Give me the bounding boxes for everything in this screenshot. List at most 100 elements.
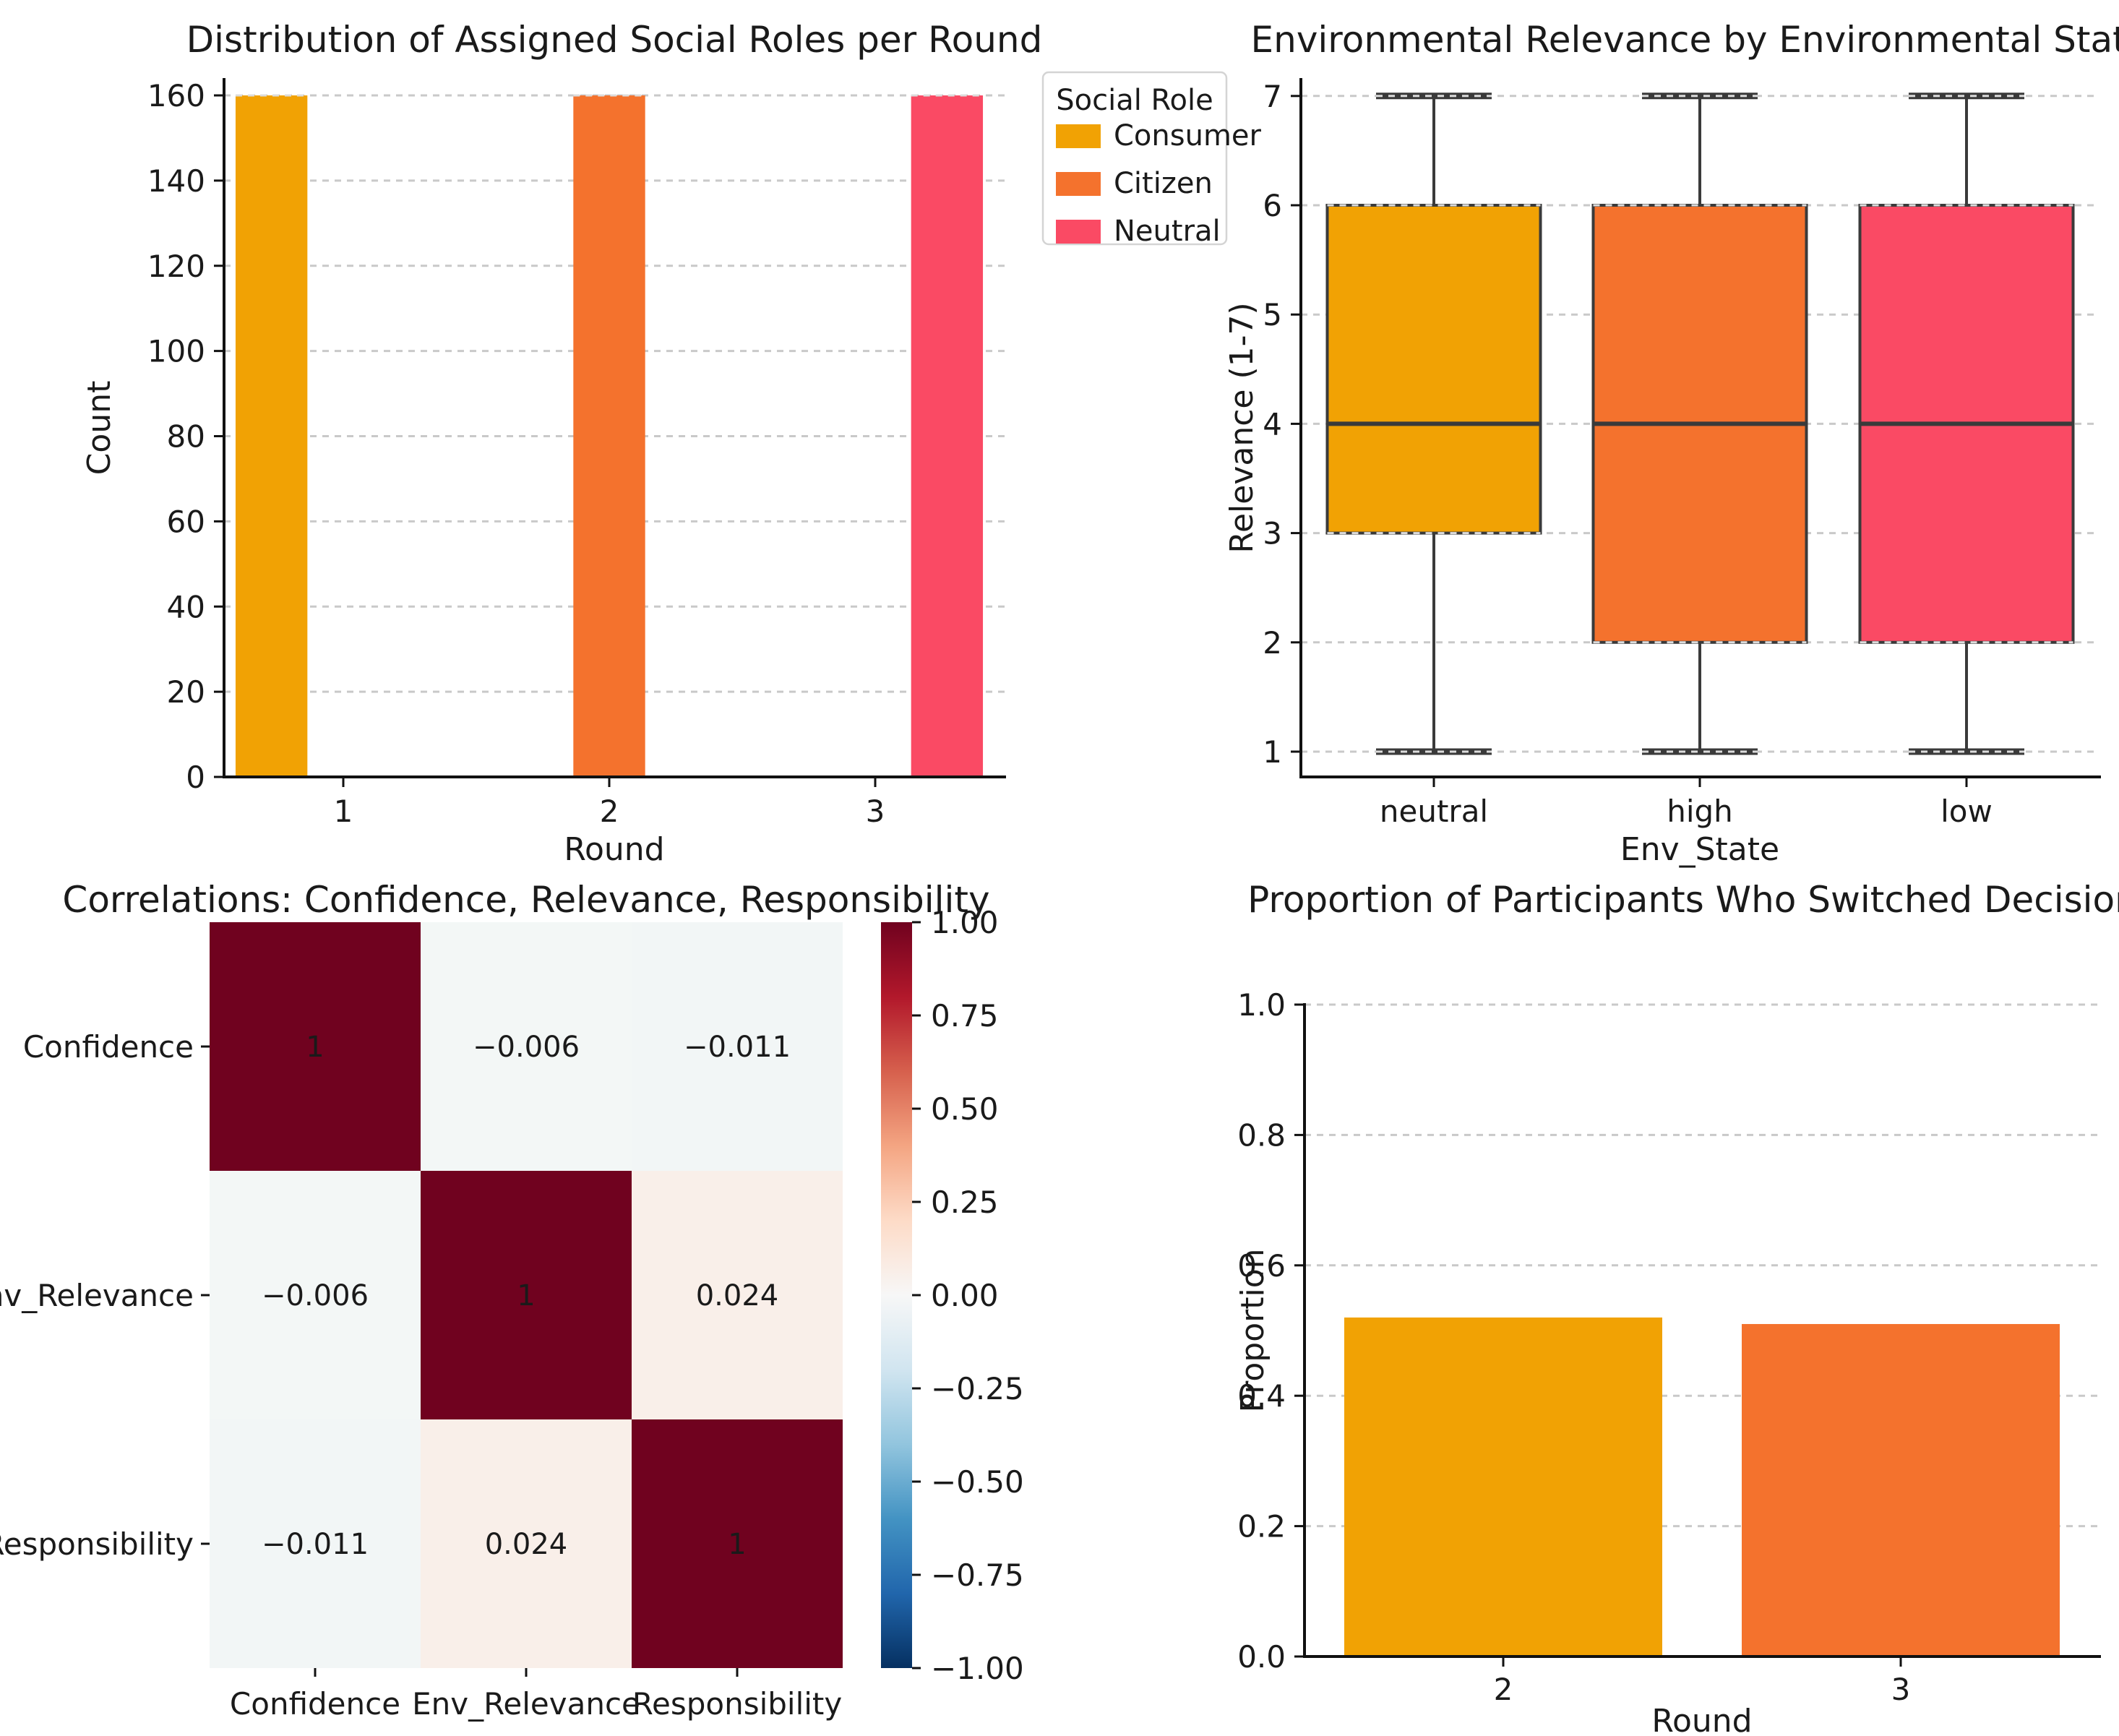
colorbar-tick-label: −1.00: [931, 1651, 1024, 1686]
heatmap-cell-value: −0.006: [262, 1279, 369, 1312]
y-tick-label: 160: [147, 78, 205, 113]
heatmap-cell: [632, 1419, 843, 1668]
panel-d-xlabel: Round: [1651, 1703, 1752, 1736]
heatmap-cell-value: −0.011: [262, 1528, 369, 1561]
y-tick-label: 20: [167, 674, 205, 710]
heatmap-col-label: Env_Relevance: [412, 1686, 640, 1722]
x-tick-label: 1: [334, 794, 353, 829]
colorbar-bar: [881, 922, 912, 1668]
bar-round-1: [235, 95, 308, 777]
heatmap-cell: [421, 1419, 632, 1668]
y-tick-label: 40: [167, 589, 205, 624]
heatmap-cell: [421, 922, 632, 1171]
heatmap-row-label: Responsibility: [0, 1526, 194, 1562]
colorbar-tick-label: −0.25: [931, 1371, 1024, 1406]
y-tick-label: 4: [1263, 406, 1282, 442]
x-tick-label: 3: [1891, 1672, 1911, 1707]
heatmap-cell-value: 0.024: [696, 1279, 779, 1312]
heatmap-cell-value: 1: [728, 1528, 746, 1561]
panel-b-axes: 1 2 3 4 5 6 7 neutral high low: [1263, 78, 2101, 829]
colorbar-tick-label: 1.00: [931, 905, 999, 940]
legend-swatch-consumer: [1056, 124, 1101, 148]
y-tick-label: 60: [167, 504, 205, 539]
legend-title: Social Role: [1056, 84, 1213, 117]
legend-label-consumer: Consumer: [1114, 119, 1262, 152]
panel-relevance-boxplot: 1 2 3 4 5 6 7 neutral high low Environmental Rele…: [1224, 19, 2119, 868]
y-tick-label: 3: [1263, 516, 1282, 551]
panel-d-title: Proportion of Participants Who Switched …: [1247, 879, 2119, 921]
legend-label-neutral: Neutral: [1114, 215, 1221, 248]
y-tick-label: 100: [147, 334, 205, 369]
y-tick-label: 0.6: [1237, 1248, 1286, 1284]
y-tick-label: 0: [186, 760, 205, 795]
panel-b-title: Environmental Relevance by Environmental…: [1251, 19, 2119, 61]
y-tick-label: 7: [1263, 79, 1282, 114]
colorbar-tick-label: 0.25: [931, 1185, 999, 1220]
bar-round-3: [911, 95, 984, 777]
panel-b-xlabel: Env_State: [1620, 831, 1779, 868]
legend-swatch-neutral: [1056, 220, 1101, 244]
heatmap-cell-value: 1: [517, 1279, 535, 1312]
y-tick-label: 2: [1263, 625, 1282, 661]
x-tick-label: 2: [600, 794, 619, 829]
x-tick-label: low: [1940, 794, 1993, 829]
bar-round-2: [1344, 1317, 1662, 1656]
heatmap-cell: [632, 1171, 843, 1419]
y-tick-label: 5: [1263, 297, 1282, 332]
heatmap-col-label: Confidence: [230, 1686, 400, 1722]
heatmap-cell: [210, 1171, 421, 1419]
heatmap-cell-value: 0.024: [485, 1528, 568, 1561]
heatmap-cell-value: −0.006: [473, 1031, 580, 1064]
heatmap-cell-value: 1: [306, 1031, 324, 1064]
y-tick-label: 0.0: [1237, 1639, 1286, 1675]
panel-switch-proportion: 0.0 0.2 0.4 0.6 0.8 1.0 2 3 Proportion of Parti…: [1234, 879, 2119, 1736]
panel-c-axes: Confidence Confidence Env_Relevance Env_Rel…: [0, 1029, 842, 1722]
panel-a-title: Distribution of Assigned Social Roles pe…: [186, 19, 1043, 61]
legend-frame: [1041, 71, 1228, 246]
heatmap-cell: [421, 1171, 632, 1419]
heatmap-row-label: Env_Relevance: [0, 1278, 194, 1313]
y-tick-label: 120: [147, 249, 205, 284]
y-tick-label: 80: [167, 419, 205, 455]
panel-b-boxes: [1325, 93, 2075, 755]
x-tick-label: neutral: [1380, 794, 1488, 829]
panel-b-ylabel: Relevance (1-7): [1224, 302, 1260, 553]
box-neutral: [1325, 204, 1542, 535]
panel-d-axes: 0.0 0.2 0.4 0.6 0.8 1.0 2 3: [1237, 987, 2101, 1707]
colorbar-tick-label: −0.75: [931, 1557, 1024, 1593]
heatmap-cells: 1 −0.006 −0.011 −0.006 1 0.024 −0.011 0.024 1: [210, 922, 843, 1668]
panel-a-xlabel: Round: [564, 831, 664, 868]
panel-a-axes: 0 20 40 60 80 100 120 140 160 1 2 3: [147, 78, 1006, 829]
panel-d-gridlines: [1305, 1003, 2099, 1528]
heatmap-col-label: Responsibility: [632, 1686, 843, 1722]
x-tick-label: 3: [866, 794, 885, 829]
panel-a-bars: [235, 95, 984, 777]
panel-d-ylabel: Proportion: [1234, 1248, 1271, 1412]
colorbar-tick-label: 0.00: [931, 1278, 999, 1313]
heatmap-cell: [210, 922, 421, 1171]
heatmap-cell-value: −0.011: [684, 1031, 791, 1064]
panel-correlation-heatmap: 1 −0.006 −0.011 −0.006 1 0.024 −0.011 0.024 1 Co…: [0, 879, 1024, 1722]
heatmap-colorbar: 1.00 0.75 0.50 0.25 0.00 −0.25 −0.50 −0.75 −1.00: [881, 905, 1024, 1686]
y-tick-label: 1: [1263, 734, 1282, 770]
y-tick-label: 140: [147, 163, 205, 199]
bar-round-3: [1742, 1323, 2060, 1656]
colorbar-tick-label: 0.75: [931, 998, 999, 1034]
panel-roles-histogram: 0 20 40 60 80 100 120 140 160 1 2 3 Distribution of…: [81, 19, 1262, 868]
legend-swatch-citizen: [1056, 172, 1101, 196]
panel-d-bars: [1344, 1317, 2060, 1656]
y-tick-label: 0.8: [1237, 1117, 1286, 1153]
heatmap-cell: [210, 1419, 421, 1668]
y-tick-label: 0.4: [1237, 1378, 1286, 1414]
x-tick-label: 2: [1494, 1672, 1513, 1707]
y-tick-label: 6: [1263, 188, 1282, 223]
bar-round-2: [573, 95, 645, 777]
y-tick-label: 1.0: [1237, 987, 1286, 1023]
x-tick-label: high: [1667, 794, 1733, 829]
panel-b-grid-overlay: [1327, 95, 2073, 753]
y-tick-label: 0.2: [1237, 1509, 1286, 1544]
panel-a-ylabel: Count: [81, 381, 118, 476]
